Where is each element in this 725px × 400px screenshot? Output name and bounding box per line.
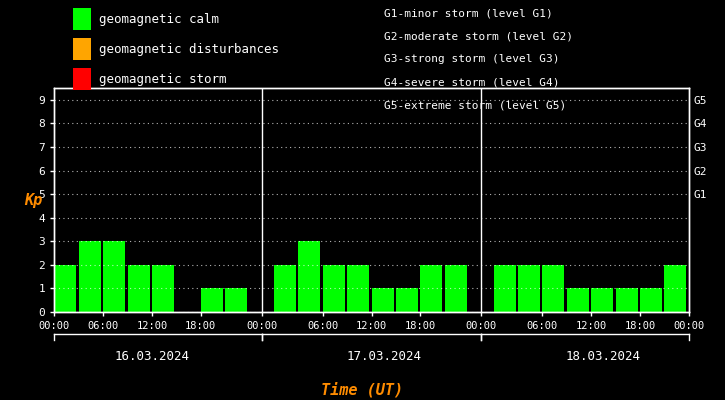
Bar [664, 265, 687, 312]
Y-axis label: Kp: Kp [24, 192, 42, 208]
Bar [225, 288, 247, 312]
Text: G3-strong storm (level G3): G3-strong storm (level G3) [384, 54, 560, 64]
Bar [201, 288, 223, 312]
Text: geomagnetic storm: geomagnetic storm [99, 72, 227, 86]
Text: 16.03.2024: 16.03.2024 [115, 350, 189, 363]
Bar [347, 265, 369, 312]
Text: 18.03.2024: 18.03.2024 [566, 350, 641, 363]
Text: G1-minor storm (level G1): G1-minor storm (level G1) [384, 8, 553, 18]
Text: G5-extreme storm (level G5): G5-extreme storm (level G5) [384, 101, 566, 111]
Bar [371, 288, 394, 312]
Bar [494, 265, 515, 312]
Bar [518, 265, 540, 312]
Text: G2-moderate storm (level G2): G2-moderate storm (level G2) [384, 31, 573, 41]
Text: geomagnetic disturbances: geomagnetic disturbances [99, 42, 279, 56]
Bar [640, 288, 662, 312]
Text: Time (UT): Time (UT) [321, 382, 404, 398]
Bar [128, 265, 149, 312]
Bar [54, 265, 76, 312]
Bar [274, 265, 296, 312]
Bar [299, 241, 320, 312]
Bar [444, 265, 467, 312]
Bar [542, 265, 564, 312]
Bar [79, 241, 101, 312]
Bar [591, 288, 613, 312]
Bar [420, 265, 442, 312]
Bar [567, 288, 589, 312]
Bar [323, 265, 344, 312]
Bar [616, 288, 637, 312]
Text: 17.03.2024: 17.03.2024 [347, 350, 421, 363]
Text: G4-severe storm (level G4): G4-severe storm (level G4) [384, 78, 560, 88]
Bar [396, 288, 418, 312]
Text: geomagnetic calm: geomagnetic calm [99, 12, 220, 26]
Bar [152, 265, 174, 312]
Bar [103, 241, 125, 312]
